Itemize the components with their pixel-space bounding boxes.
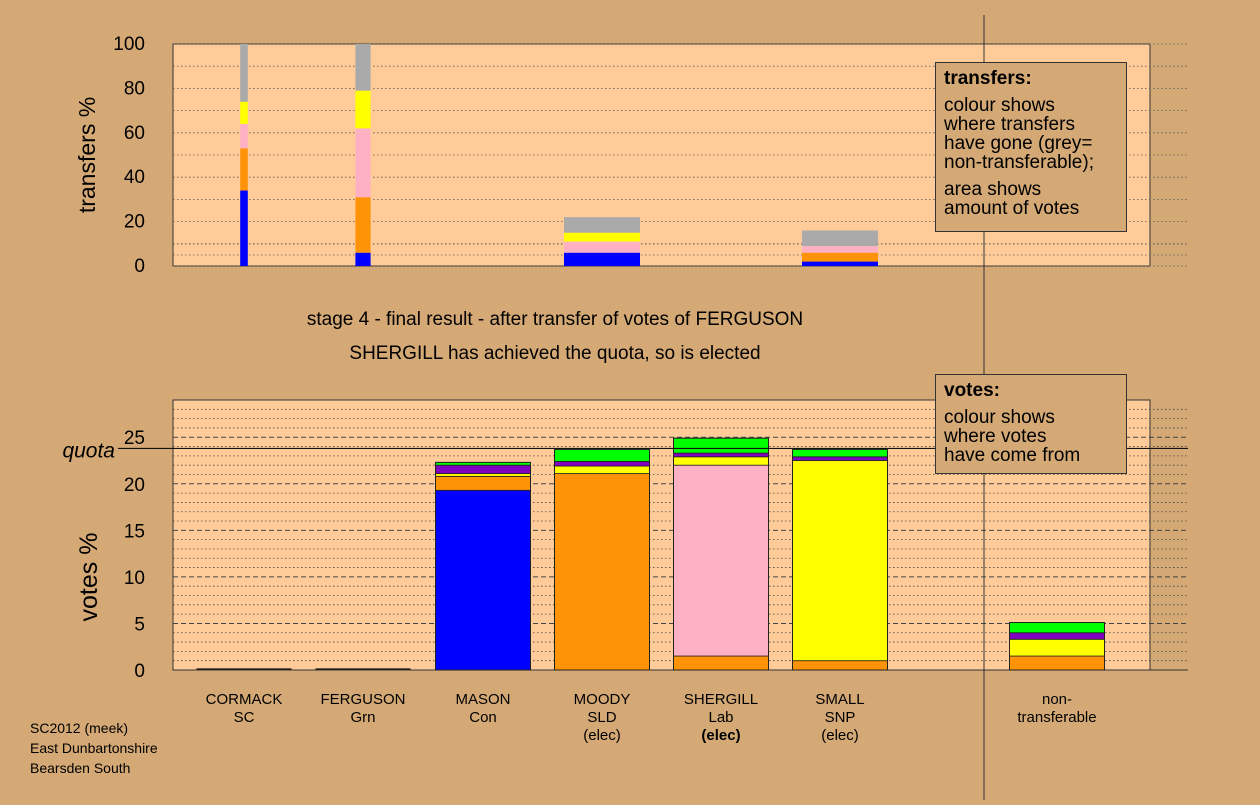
x-category-party: Con (469, 709, 497, 726)
x-category-name: SMALL (815, 691, 864, 708)
transfers-legend-para2: area shows amount of votes (944, 180, 1118, 218)
credit-line: Bearsden South (30, 760, 131, 776)
vote-bar-outline (554, 448, 650, 671)
vote-bar-segment (554, 448, 650, 462)
transfers-legend-para1: colour shows where transfers have gone (… (944, 96, 1118, 172)
transfer-bar-segment (240, 101, 248, 124)
vote-bar-segment (435, 473, 531, 477)
vote-bar-segment (792, 448, 888, 458)
vote-bar-segment (673, 456, 769, 466)
result-caption: SHERGILL has achieved the quota, so is e… (349, 343, 761, 364)
transfer-bar-segment (240, 123, 248, 149)
top-y-tick-label: 20 (124, 212, 145, 233)
x-category-status: (elec) (821, 727, 859, 744)
vote-bar-segment (673, 464, 769, 657)
vote-bar-outline (435, 461, 531, 671)
quota-label: quota (62, 439, 115, 462)
transfers-legend-heading: transfers: (944, 68, 1032, 89)
transfer-bar-segment (355, 128, 371, 198)
transfers-legend-box: transfers: colour shows where transfers … (935, 62, 1127, 232)
vote-bar-segment (1009, 655, 1105, 671)
vote-bar-segment (1009, 638, 1105, 657)
x-category-party: SC (234, 709, 255, 726)
x-category-name: MOODY (574, 691, 631, 708)
vote-bar-outline (792, 448, 888, 671)
transfer-bar-segment (564, 232, 640, 242)
transfers-legend-line: have gone (grey= (944, 133, 1093, 154)
transfers-legend-line: area shows (944, 179, 1042, 200)
transfer-bar-segment (355, 252, 371, 266)
top-y-tick-label: 0 (134, 256, 145, 277)
vote-bar-segment (1009, 632, 1105, 640)
vote-bar-segment (1009, 622, 1105, 634)
top-y-tick-label: 100 (113, 34, 145, 55)
transfer-bar-segment (802, 230, 878, 247)
votes-legend-line: colour shows (944, 407, 1055, 428)
vote-bar-segment (792, 460, 888, 662)
source-credit: SC2012 (meek) East Dunbartonshire Bearsd… (30, 718, 158, 778)
vote-bar-segment (554, 461, 650, 467)
transfer-bar-segment (355, 90, 371, 129)
votes-legend-box: votes: colour shows where votes have com… (935, 374, 1127, 474)
vote-bar-segment (792, 660, 888, 671)
x-category-name: transferable (1017, 709, 1096, 726)
votes-legend-heading: votes: (944, 380, 1000, 401)
vote-bar-segment (435, 475, 531, 491)
transfers-legend-line: amount of votes (944, 198, 1080, 219)
transfers-legend-line: colour shows (944, 95, 1055, 116)
top-y-tick-label: 40 (124, 167, 145, 188)
x-category-name: non- (1042, 691, 1072, 708)
vote-bar-outline (1009, 622, 1105, 671)
vote-bar-segment (792, 456, 888, 461)
top-y-tick-label: 60 (124, 123, 145, 144)
vote-bar-segment (673, 437, 769, 454)
bottom-y-tick-label: 15 (124, 521, 145, 542)
x-category-name: CORMACK (206, 691, 283, 708)
transfer-bar-segment (240, 44, 248, 102)
transfer-bar-segment (564, 241, 640, 253)
x-category-party: SLD (587, 709, 616, 726)
top-y-axis-label: transfers % (74, 97, 100, 213)
transfer-bar-segment (355, 197, 371, 253)
vote-bar-segment (435, 489, 531, 671)
vote-bar-segment (435, 464, 531, 474)
transfer-bar-segment (802, 261, 878, 266)
vote-bar-segment (673, 655, 769, 671)
transfer-bar-segment (564, 252, 640, 266)
x-category-party: Lab (708, 709, 733, 726)
credit-line: SC2012 (meek) (30, 720, 129, 736)
transfers-legend-line: non-transferable); (944, 152, 1094, 173)
x-category-status: (elec) (583, 727, 621, 744)
x-category-party: SNP (825, 709, 856, 726)
x-category-name: FERGUSON (320, 691, 405, 708)
transfers-legend-line: where transfers (944, 114, 1075, 135)
x-category-party: Grn (350, 709, 375, 726)
bottom-y-tick-label: 20 (124, 475, 145, 496)
top-y-tick-label: 80 (124, 78, 145, 99)
bottom-y-tick-label: 5 (134, 614, 145, 635)
votes-legend-para1: colour shows where votes have come from (944, 408, 1118, 465)
transfer-bar-segment (355, 44, 371, 91)
transfer-bar-segment (802, 252, 878, 262)
votes-legend-line: have come from (944, 445, 1081, 466)
transfer-bar-segment (802, 246, 878, 253)
vote-bar-segment (673, 452, 769, 458)
x-category-status: (elec) (701, 727, 740, 744)
x-category-name: SHERGILL (684, 691, 758, 708)
vote-bar-segment (554, 473, 650, 671)
x-category-name: MASON (455, 691, 510, 708)
bottom-y-tick-label: 25 (124, 428, 145, 449)
bottom-y-tick-label: 10 (124, 568, 145, 589)
transfer-bar-segment (240, 148, 248, 191)
vote-bar-outline (673, 437, 769, 671)
bottom-y-tick-label: 0 (134, 661, 145, 682)
transfer-bar-segment (240, 190, 248, 266)
bottom-y-axis-label: votes % (75, 533, 103, 622)
credit-line: East Dunbartonshire (30, 740, 158, 756)
transfer-bar-segment (564, 217, 640, 233)
votes-legend-line: where votes (944, 426, 1047, 447)
stage-caption: stage 4 - final result - after transfer … (306, 309, 804, 330)
vote-bar-segment (554, 465, 650, 474)
